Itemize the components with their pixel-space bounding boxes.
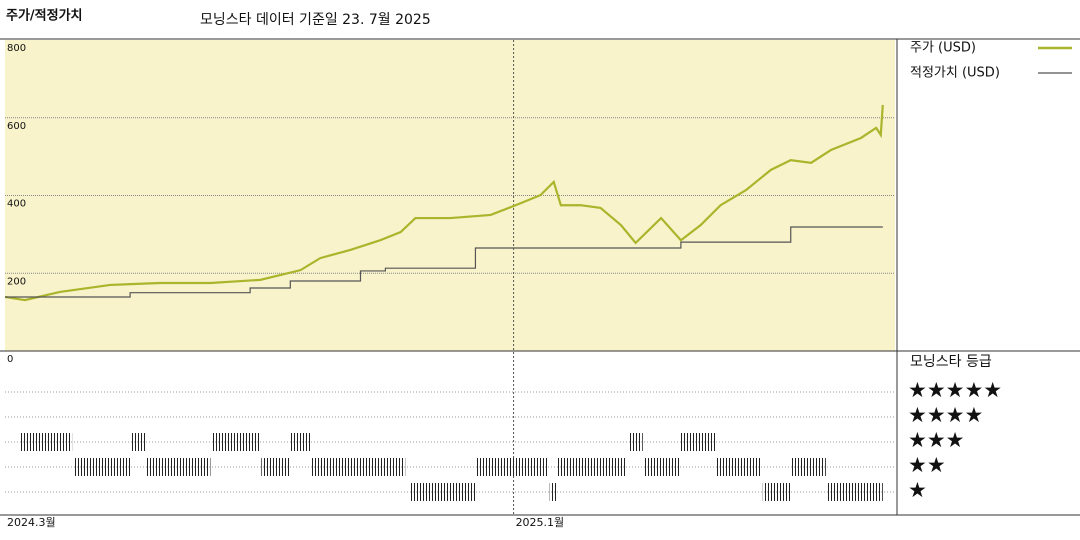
rating-level-label: ★★★★ [908, 403, 983, 427]
rating-period [311, 458, 406, 476]
y-tick-label: 800 [7, 43, 26, 54]
rating-period [680, 433, 716, 451]
rating-period [628, 433, 643, 451]
legend-label: 주가 (USD) [910, 41, 976, 56]
rating-level-label: ★★★★★ [908, 378, 1002, 402]
legend-label: 적정가치 (USD) [910, 66, 1000, 81]
x-tick-label: 2024.3월 [7, 516, 56, 529]
rating-period [20, 433, 73, 451]
rating-period [130, 433, 146, 451]
rating-period [826, 483, 883, 501]
rating-period [410, 483, 476, 501]
chart-title: 주가/적정가치 [6, 8, 83, 24]
rating-period [549, 483, 557, 501]
rating-period [290, 433, 311, 451]
rating-title: 모닝스타 등급 [910, 354, 992, 370]
rating-period [476, 458, 549, 476]
y-tick-label: 200 [7, 276, 26, 287]
y-tick-label: 600 [7, 121, 26, 132]
rating-period [717, 458, 762, 476]
rating-level-label: ★★ [908, 453, 946, 477]
rating-period [643, 458, 681, 476]
y-tick-label: 0 [7, 354, 13, 365]
x-tick-label: 2025.1월 [516, 516, 565, 529]
rating-period [261, 458, 291, 476]
rating-period [146, 458, 211, 476]
series-line [4, 104, 884, 302]
y-tick-label: 400 [7, 199, 26, 210]
chart-subtitle: 모닝스타 데이터 기준일 23. 7월 2025 [200, 12, 431, 28]
rating-period [73, 458, 131, 476]
rating-period [557, 458, 626, 476]
rating-level-label: ★ [908, 478, 927, 502]
rating-period [212, 433, 261, 451]
rating-period [790, 458, 826, 476]
rating-level-label: ★★★ [908, 428, 964, 452]
series-line [5, 226, 883, 298]
rating-period [762, 483, 791, 501]
